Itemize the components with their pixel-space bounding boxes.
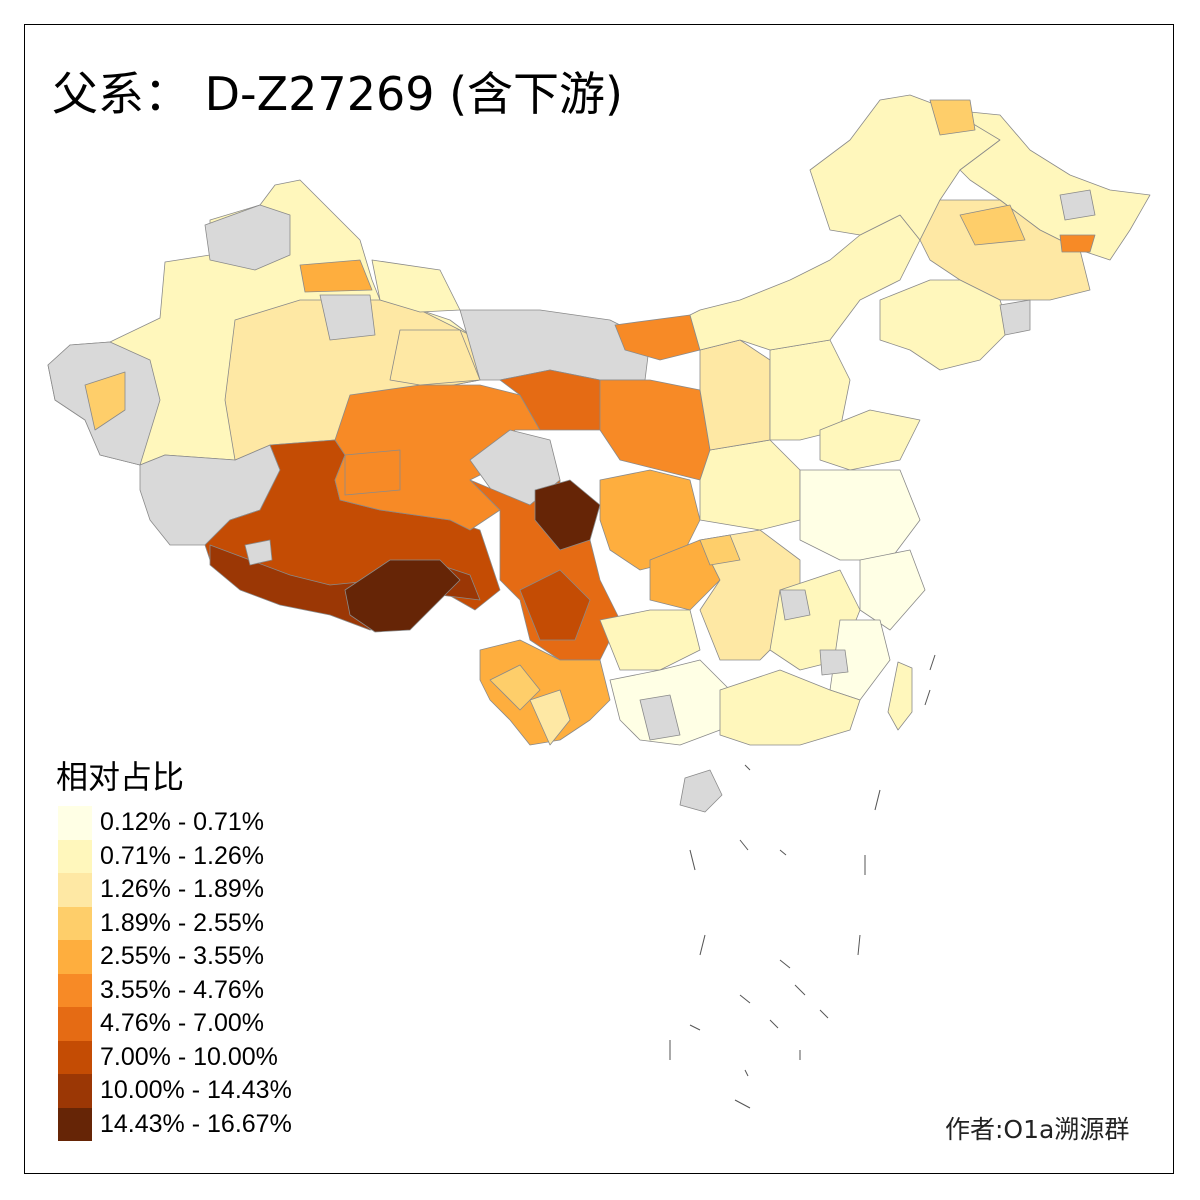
region-yunnan-west — [489, 664, 541, 711]
legend-item: 2.55% - 3.55% — [58, 940, 292, 974]
legend-item: 1.26% - 1.89% — [58, 873, 292, 907]
legend-item: 0.12% - 0.71% — [58, 806, 292, 840]
legend-swatch — [58, 940, 92, 974]
legend-swatch — [58, 1074, 92, 1108]
author-credit: 作者:O1a溯源群 — [945, 1115, 1130, 1144]
region-sichuan-aba — [534, 479, 601, 551]
legend-label: 2.55% - 3.55% — [100, 942, 264, 971]
region-qinghai-haixi — [344, 449, 401, 496]
legend-swatch — [58, 806, 92, 840]
legend-label: 14.43% - 16.67% — [100, 1109, 292, 1138]
legend-swatch — [58, 973, 92, 1007]
legend-item: 1.89% - 2.55% — [58, 906, 292, 940]
region-xinjiang-east — [371, 259, 461, 313]
region-xinjiang-turpan — [319, 294, 376, 341]
region-yunnan — [479, 639, 611, 746]
legend-swatch — [58, 873, 92, 907]
region-henan — [699, 439, 801, 531]
region-gansu-hexi — [389, 329, 481, 386]
legend-label: 7.00% - 10.00% — [100, 1042, 278, 1071]
region-central-orange — [699, 534, 741, 566]
region-jilin-orange — [1059, 234, 1096, 253]
region-tibet-ngari-grey — [244, 539, 273, 566]
legend-item: 4.76% - 7.00% — [58, 1007, 292, 1041]
legend-swatch — [58, 906, 92, 940]
region-ne-orange-patch — [929, 99, 976, 136]
region-xinjiang-yili — [299, 259, 373, 293]
region-ne-inner-patch — [959, 204, 1026, 246]
legend-item: 3.55% - 4.76% — [58, 973, 292, 1007]
south-china-sea-islands — [669, 654, 936, 1109]
region-central-grey — [779, 589, 811, 621]
region-chongqing — [649, 539, 721, 611]
legend-label: 0.71% - 1.26% — [100, 841, 264, 870]
region-guangdong — [719, 669, 861, 746]
region-liaoning — [879, 279, 1011, 371]
region-ningxia-orange — [614, 314, 701, 361]
region-fujian — [829, 619, 891, 701]
legend-swatch — [58, 1007, 92, 1041]
legend-title: 相对占比 — [56, 758, 185, 796]
region-shanxi — [699, 339, 771, 451]
region-yunnan-south — [529, 689, 571, 746]
region-hainan — [679, 769, 723, 813]
legend: 0.12% - 0.71% 0.71% - 1.26% 1.26% - 1.89… — [58, 806, 292, 1141]
legend-item: 7.00% - 10.00% — [58, 1040, 292, 1074]
region-guizhou — [599, 609, 701, 671]
region-inner-mongolia — [689, 214, 921, 351]
legend-item: 10.00% - 14.43% — [58, 1074, 292, 1108]
region-shaanxi — [599, 379, 711, 481]
legend-swatch — [58, 839, 92, 873]
region-jilin — [919, 199, 1091, 301]
region-sichuan-ganzi — [519, 569, 591, 641]
region-xinjiang-hotan-accent — [84, 371, 126, 431]
region-shandong — [819, 409, 921, 471]
region-guangxi-grey — [639, 694, 681, 741]
region-gansu-north-grey — [459, 309, 651, 381]
region-taiwan — [887, 661, 913, 731]
region-heilongjiang-grey — [1059, 189, 1096, 221]
legend-swatch — [58, 1040, 92, 1074]
region-liaoning-grey — [999, 299, 1031, 336]
legend-label: 4.76% - 7.00% — [100, 1009, 264, 1038]
region-jiangxi-grey — [819, 649, 849, 676]
legend-label: 1.26% - 1.89% — [100, 875, 264, 904]
legend-swatch — [58, 1107, 92, 1141]
legend-item: 14.43% - 16.67% — [58, 1107, 292, 1141]
region-heilongjiang — [949, 109, 1151, 261]
legend-label: 0.12% - 0.71% — [100, 808, 264, 837]
legend-label: 3.55% - 4.76% — [100, 975, 264, 1004]
legend-label: 10.00% - 14.43% — [100, 1076, 292, 1105]
legend-label: 1.89% - 2.55% — [100, 908, 264, 937]
region-xinjiang-north-grey — [204, 204, 291, 271]
region-tibet-shannan — [344, 559, 461, 633]
region-jiangsu-anhui — [799, 469, 921, 561]
map-title: 父系： D-Z27269 (含下游) — [52, 67, 624, 121]
region-zhejiang — [859, 549, 926, 631]
legend-item: 0.71% - 1.26% — [58, 839, 292, 873]
